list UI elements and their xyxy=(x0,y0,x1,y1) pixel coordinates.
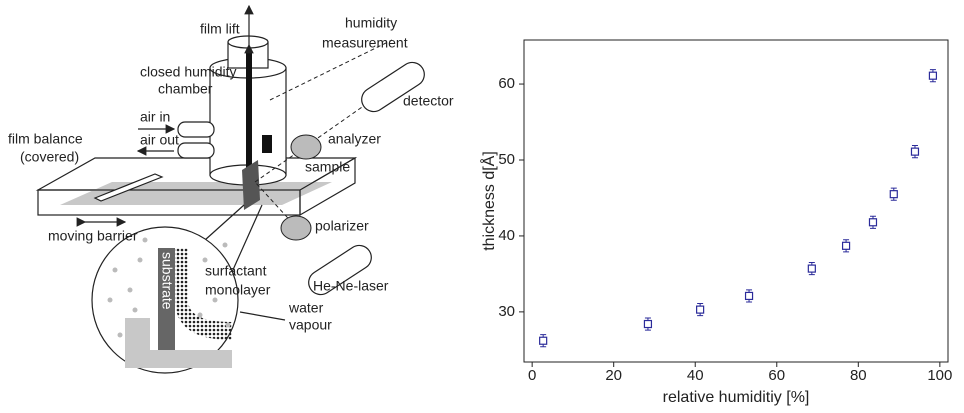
dot xyxy=(117,332,123,338)
label: monolayer xyxy=(205,282,271,298)
plot-frame xyxy=(523,39,949,363)
label: moving barrier xyxy=(48,228,138,244)
label: water xyxy=(288,300,324,316)
dot xyxy=(127,287,133,293)
label: film lift xyxy=(200,21,240,37)
point xyxy=(841,241,851,250)
dot xyxy=(212,297,218,303)
x-tick-label: 60 xyxy=(768,367,785,384)
x-tick-label: 40 xyxy=(687,367,704,384)
sensor xyxy=(262,135,272,153)
label: humidity xyxy=(345,15,397,31)
pipe-in xyxy=(177,121,215,138)
lift-rod xyxy=(246,50,252,180)
trough-side xyxy=(299,156,356,217)
label: surfactant xyxy=(205,263,267,279)
pipe-out xyxy=(177,142,215,159)
substrate xyxy=(158,248,175,350)
x-tick-label: 80 xyxy=(850,367,867,384)
label: closed humidity xyxy=(140,64,237,80)
y-tick-label: 30 xyxy=(498,303,515,320)
label: detector xyxy=(403,93,454,109)
x-tick-label: 20 xyxy=(605,367,622,384)
y-tick-label: 40 xyxy=(498,227,515,244)
polarizer xyxy=(280,215,312,241)
point xyxy=(643,319,653,329)
x-tick-label: 100 xyxy=(927,367,952,384)
point xyxy=(868,218,878,227)
dot xyxy=(107,297,113,303)
chart: relative humiditiy [%] thickness d[Å] 0 2… xyxy=(479,39,952,406)
dot xyxy=(202,257,208,263)
dot xyxy=(222,242,228,248)
dot xyxy=(137,257,143,263)
humidity-line xyxy=(269,39,393,101)
label: measurement xyxy=(322,35,408,51)
label: film balance xyxy=(8,131,83,147)
point xyxy=(928,71,938,80)
barrier xyxy=(93,173,164,202)
sample-plate xyxy=(242,160,260,210)
monolayer xyxy=(175,248,232,340)
label: He-Ne-laser xyxy=(313,278,389,294)
zoom-line xyxy=(231,204,263,273)
label: air out xyxy=(140,132,179,148)
x-tick-label: 0 xyxy=(528,367,536,384)
dot xyxy=(132,307,138,313)
point xyxy=(744,291,754,301)
dot xyxy=(197,312,203,318)
dot xyxy=(225,322,231,328)
point xyxy=(889,190,898,199)
y-axis-label: thickness d[Å] xyxy=(479,151,498,251)
detector xyxy=(361,61,425,113)
label: sample xyxy=(305,159,350,175)
y-tick-label: 50 xyxy=(498,151,515,168)
neck-top xyxy=(227,35,269,49)
label: substrate xyxy=(159,252,175,310)
x-axis-label: relative humiditiy [%] xyxy=(663,389,810,406)
dot xyxy=(112,267,118,273)
point xyxy=(910,147,920,156)
label: (covered) xyxy=(20,149,79,165)
point xyxy=(539,336,548,345)
point xyxy=(696,305,705,314)
y-tick-label: 60 xyxy=(498,75,515,92)
vapour-leader xyxy=(239,311,286,321)
zoom-water xyxy=(125,318,232,368)
diagram: film lift humidity measurement closed hu… xyxy=(8,4,454,374)
label: polarizer xyxy=(315,218,369,234)
label: chamber xyxy=(158,81,213,97)
label: analyzer xyxy=(328,131,381,147)
zoom-line xyxy=(204,204,245,241)
label: air in xyxy=(140,109,170,125)
vapour-dots xyxy=(107,237,231,338)
label: vapour xyxy=(289,317,332,333)
laser xyxy=(308,244,372,296)
dot xyxy=(142,237,148,243)
point xyxy=(807,264,816,273)
analyzer xyxy=(290,134,322,160)
